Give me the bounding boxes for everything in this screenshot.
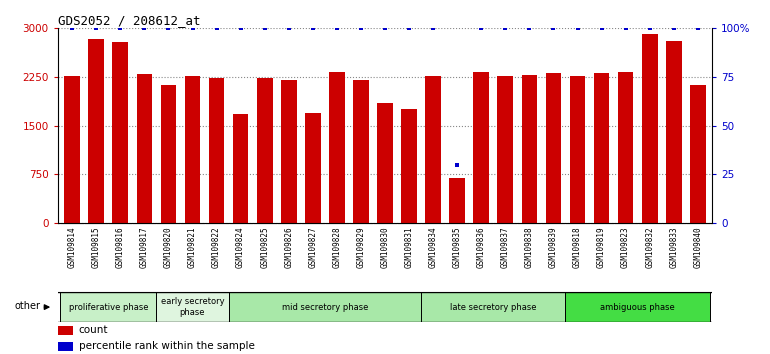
Point [475,25,487,31]
Point [114,25,126,31]
Point [66,25,79,31]
Bar [89,39,104,223]
Bar [185,76,200,223]
Text: GSM109834: GSM109834 [429,227,437,268]
Text: mid secretory phase: mid secretory phase [282,303,368,312]
Bar [570,76,585,223]
Point [330,25,343,31]
Bar [425,76,441,223]
Text: GSM109824: GSM109824 [236,227,245,268]
Text: GSM109818: GSM109818 [573,227,582,268]
Text: other: other [15,301,41,310]
Point [451,162,464,167]
Point [547,25,560,31]
Bar [497,76,513,223]
Text: GSM109816: GSM109816 [116,227,125,268]
Point [571,25,584,31]
Point [162,25,175,31]
Text: GSM109832: GSM109832 [645,227,654,268]
Text: GSM109822: GSM109822 [212,227,221,268]
Text: GSM109823: GSM109823 [621,227,630,268]
Text: GDS2052 / 208612_at: GDS2052 / 208612_at [58,14,200,27]
Text: ambiguous phase: ambiguous phase [601,303,675,312]
Point [355,25,367,31]
Point [379,25,391,31]
Text: GSM109815: GSM109815 [92,227,101,268]
Bar [60,292,156,322]
Bar [565,292,710,322]
Bar [161,85,176,223]
Point [90,25,102,31]
Point [595,25,608,31]
Text: percentile rank within the sample: percentile rank within the sample [79,341,254,352]
Text: GSM109817: GSM109817 [140,227,149,268]
Text: early secretory
phase: early secretory phase [161,297,224,317]
Bar [329,73,345,223]
Bar [112,42,128,223]
Point [283,25,295,31]
Bar [58,342,73,351]
Text: GSM109838: GSM109838 [525,227,534,268]
Point [186,25,199,31]
Bar [521,75,537,223]
Bar [65,76,80,223]
Text: GSM109821: GSM109821 [188,227,197,268]
Point [210,25,223,31]
Text: GSM109825: GSM109825 [260,227,269,268]
Bar [229,292,421,322]
Point [403,25,415,31]
Text: GSM109820: GSM109820 [164,227,173,268]
Bar [257,78,273,223]
Bar [233,114,249,223]
Point [524,25,536,31]
Point [427,25,439,31]
Bar [305,113,320,223]
Text: GSM109814: GSM109814 [68,227,77,268]
Bar [690,85,705,223]
Text: late secretory phase: late secretory phase [450,303,537,312]
Point [234,25,246,31]
Point [691,25,704,31]
Text: GSM109839: GSM109839 [549,227,558,268]
Text: GSM109829: GSM109829 [357,227,366,268]
Point [306,25,319,31]
Point [139,25,151,31]
Text: proliferative phase: proliferative phase [69,303,148,312]
Point [644,25,656,31]
Bar [401,109,417,223]
Text: GSM109828: GSM109828 [333,227,341,268]
Point [259,25,271,31]
Bar [209,78,224,223]
Text: GSM109827: GSM109827 [308,227,317,268]
Bar [666,41,681,223]
Bar [594,73,609,223]
Point [668,25,680,31]
Text: GSM109830: GSM109830 [380,227,390,268]
Text: GSM109835: GSM109835 [453,227,462,268]
Text: GSM109840: GSM109840 [693,227,702,268]
Bar [642,34,658,223]
Bar [421,292,565,322]
Text: GSM109833: GSM109833 [669,227,678,268]
Text: GSM109836: GSM109836 [477,227,486,268]
Text: count: count [79,325,108,336]
Text: GSM109826: GSM109826 [284,227,293,268]
Bar [136,74,152,223]
Bar [156,292,229,322]
Text: GSM109837: GSM109837 [500,227,510,268]
Point [619,25,631,31]
Text: GSM109819: GSM109819 [597,227,606,268]
Point [499,25,511,31]
Bar [353,80,369,223]
Text: GSM109831: GSM109831 [404,227,413,268]
Bar [450,178,465,223]
Bar [377,103,393,223]
Bar [618,72,634,223]
Bar [281,80,296,223]
Bar [58,326,73,335]
Bar [474,73,489,223]
Bar [546,73,561,223]
